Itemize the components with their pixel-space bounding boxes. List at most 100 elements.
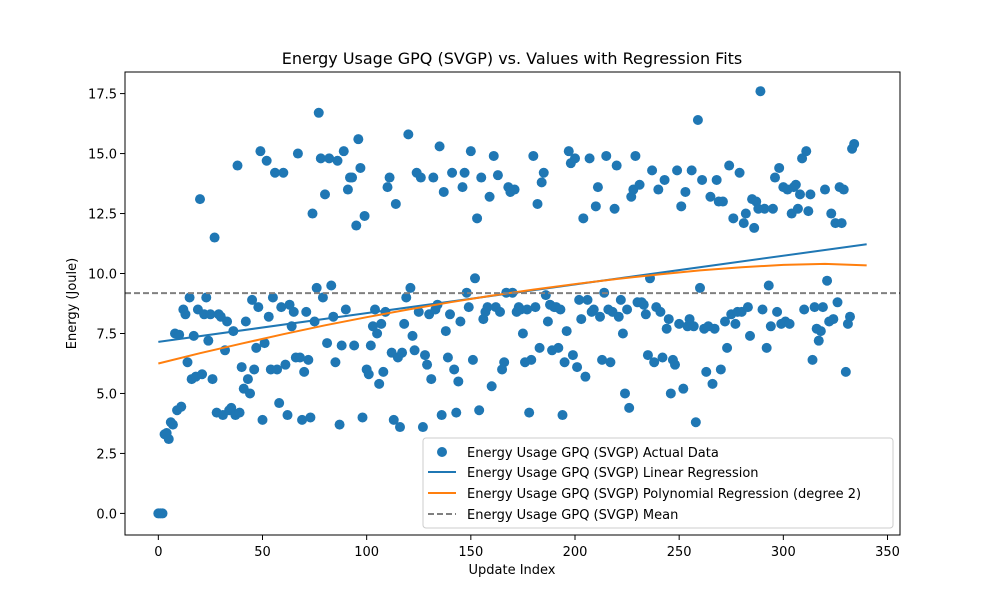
data-point-95: [351, 220, 362, 231]
data-point-7: [167, 419, 178, 430]
data-point-57: [272, 364, 283, 375]
data-point-296: [770, 172, 780, 183]
data-point-21: [197, 369, 208, 380]
data-point-202: [574, 294, 585, 305]
data-point-154: [474, 405, 485, 416]
data-point-143: [451, 407, 462, 418]
data-point-164: [495, 306, 505, 317]
data-point-186: [540, 290, 551, 301]
data-point-90: [340, 304, 351, 315]
data-point-259: [692, 114, 703, 125]
data-point-260: [695, 282, 705, 293]
data-point-144: [453, 376, 464, 387]
data-point-72: [303, 354, 314, 365]
data-point-120: [403, 129, 414, 140]
data-point-129: [422, 359, 433, 370]
data-point-131: [426, 374, 437, 385]
data-point-123: [409, 345, 420, 356]
data-point-146: [457, 182, 468, 193]
data-point-224: [620, 388, 630, 399]
data-point-73: [305, 412, 316, 423]
data-point-282: [740, 208, 751, 219]
data-point-308: [795, 189, 805, 200]
data-point-238: [649, 357, 660, 368]
legend-marker-scatter: [437, 447, 447, 457]
data-point-25: [205, 309, 216, 320]
data-point-163: [492, 170, 503, 181]
legend-box: [422, 437, 894, 529]
data-point-197: [563, 146, 574, 157]
x-tick-label-4: 200: [563, 545, 588, 560]
data-point-96: [353, 134, 364, 145]
data-point-10: [174, 329, 185, 340]
y-tick-label-2: 5.0: [96, 387, 117, 402]
data-point-78: [315, 153, 326, 164]
data-point-317: [813, 335, 824, 346]
data-point-284: [745, 330, 755, 341]
data-point-220: [611, 160, 622, 171]
data-point-281: [738, 218, 749, 229]
data-point-79: [317, 292, 328, 303]
data-point-183: [534, 342, 545, 353]
data-point-128: [420, 350, 430, 361]
data-point-155: [476, 172, 487, 183]
data-point-314: [807, 354, 818, 365]
data-point-318: [815, 326, 826, 337]
data-point-225: [622, 304, 633, 315]
data-point-210: [590, 201, 601, 212]
data-point-138: [440, 326, 451, 337]
data-point-323: [826, 208, 837, 219]
data-point-209: [588, 304, 599, 315]
x-tick-label-3: 150: [458, 545, 483, 560]
data-point-42: [240, 316, 251, 327]
data-point-321: [822, 275, 833, 286]
data-point-65: [288, 306, 299, 317]
data-point-171: [509, 184, 520, 195]
data-point-87: [334, 419, 345, 430]
data-point-303: [784, 318, 795, 329]
data-point-306: [790, 179, 801, 190]
data-point-200: [570, 153, 580, 164]
data-point-136: [436, 410, 447, 421]
data-point-5: [163, 434, 174, 445]
data-point-297: [772, 306, 783, 317]
data-point-265: [705, 191, 716, 202]
data-point-192: [553, 342, 564, 353]
data-point-80: [320, 189, 330, 200]
data-point-212: [595, 311, 605, 322]
data-point-132: [428, 172, 439, 183]
data-point-248: [670, 359, 680, 370]
data-point-292: [761, 342, 772, 353]
data-point-215: [601, 150, 612, 161]
x-tick-label-6: 300: [771, 545, 796, 560]
data-point-106: [374, 378, 385, 389]
data-point-273: [722, 342, 733, 353]
data-point-231: [634, 179, 645, 190]
data-point-2: [157, 508, 168, 519]
data-point-293: [763, 280, 774, 291]
data-point-40: [236, 362, 247, 373]
data-point-75: [309, 316, 320, 327]
data-point-139: [442, 352, 453, 363]
data-point-107: [376, 318, 387, 329]
data-point-44: [245, 388, 255, 399]
data-point-286: [749, 222, 760, 233]
data-point-201: [572, 362, 583, 373]
data-point-274: [724, 160, 735, 171]
data-point-26: [207, 374, 218, 385]
y-axis-ticks: 0.0 2.5 5.0 7.5 10.0 12.5 15.0 17.5: [88, 88, 125, 522]
data-point-151: [467, 354, 478, 365]
data-point-23: [201, 292, 212, 303]
data-point-89: [338, 146, 349, 157]
data-point-291: [759, 203, 770, 214]
data-point-137: [438, 186, 449, 197]
data-point-68: [295, 352, 305, 363]
data-point-161: [488, 150, 499, 161]
data-point-222: [615, 294, 626, 305]
data-point-257: [688, 321, 699, 332]
scatter-points: [153, 86, 860, 519]
data-point-110: [382, 182, 393, 193]
data-point-332: [845, 311, 855, 322]
data-point-49: [255, 146, 266, 157]
x-tick-label-0: 0: [154, 545, 162, 560]
